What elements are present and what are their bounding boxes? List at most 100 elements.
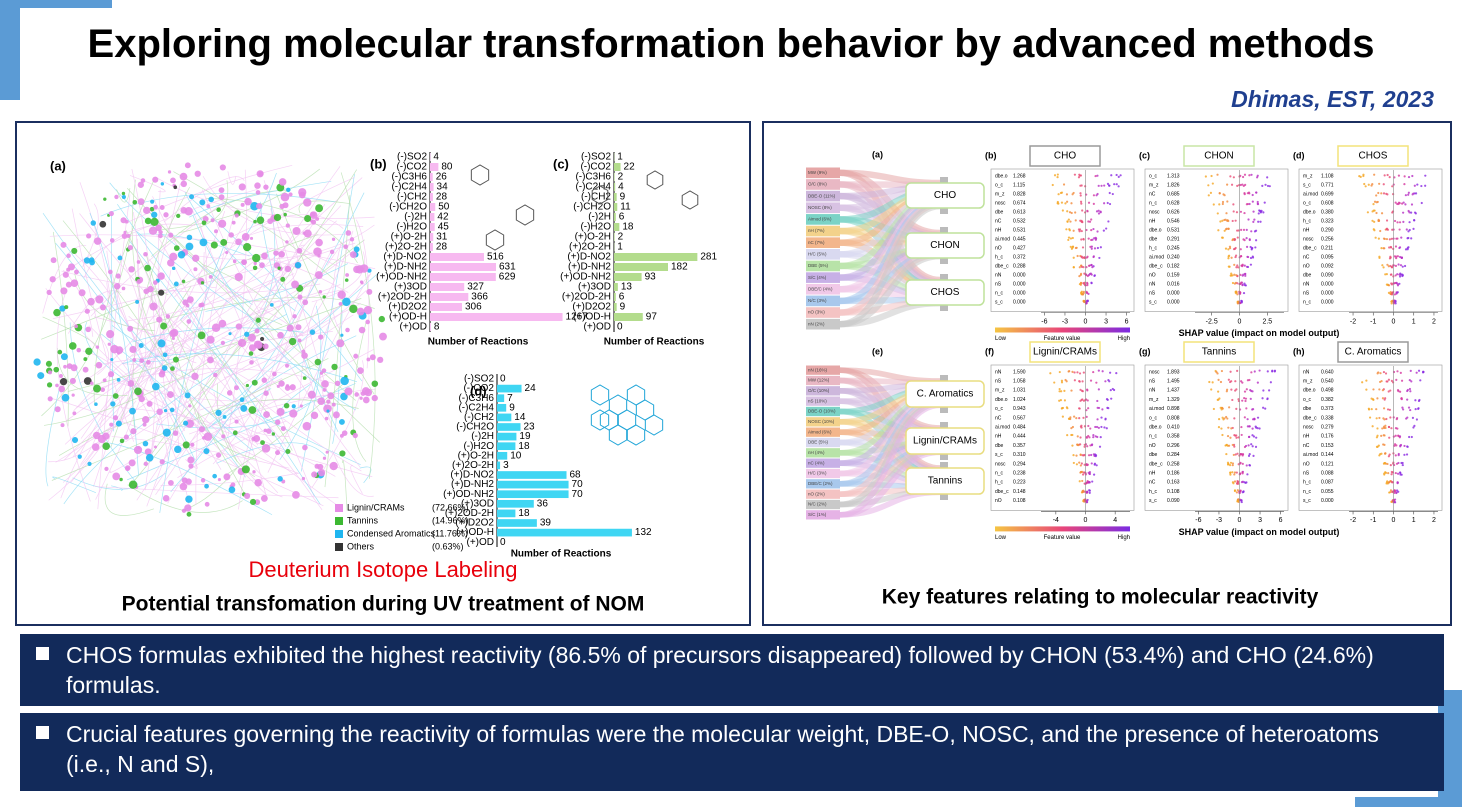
network-node — [71, 436, 79, 444]
feature-importance: 1.268 — [1013, 173, 1026, 179]
feature-importance: 0.000 — [1167, 299, 1180, 305]
network-edge — [154, 218, 356, 401]
shap-dot — [1245, 236, 1248, 240]
shap-dot — [1236, 184, 1239, 187]
feature-importance: 0.358 — [1167, 434, 1180, 440]
feature-name: nC — [995, 415, 1002, 421]
panel-title: C. Aromatics — [1345, 347, 1402, 358]
network-node — [119, 438, 125, 444]
shap-dot — [1117, 185, 1120, 188]
shap-dot — [1400, 398, 1403, 401]
shap-dot — [1097, 209, 1100, 212]
legend-swatch — [335, 504, 343, 512]
shap-dot — [1424, 184, 1427, 187]
shap-dot — [1073, 379, 1076, 382]
bar — [497, 480, 569, 489]
shap-dot — [1092, 473, 1096, 476]
network-node — [150, 199, 155, 204]
feature-importance: 0.828 — [1013, 191, 1026, 197]
legend-label: Condensed Aromatics — [347, 528, 436, 538]
network-node — [138, 395, 145, 403]
network-node — [256, 216, 265, 224]
shap-dot — [1372, 398, 1375, 401]
network-edge — [52, 231, 69, 427]
bar — [614, 263, 668, 271]
network-node — [100, 387, 106, 392]
feature-importance: 0.095 — [1321, 254, 1334, 260]
shap-dot — [1240, 433, 1243, 437]
feature-name: dbe.o — [1149, 227, 1162, 233]
shap-dot — [1235, 266, 1238, 269]
value-label: 327 — [467, 282, 484, 293]
bullet-text: CHOS formulas exhibited the highest reac… — [66, 642, 1374, 698]
network-node — [138, 343, 144, 349]
network-node — [129, 345, 137, 354]
shap-dot — [1079, 192, 1082, 195]
feature-importance: 0.699 — [1321, 191, 1334, 197]
shap-dot — [1389, 480, 1392, 483]
network-node — [283, 402, 290, 409]
shap-dot — [1371, 219, 1374, 222]
shap-dot — [1231, 471, 1234, 474]
network-node — [286, 187, 291, 193]
shap-dot — [1262, 211, 1265, 214]
colorbar-low: Low — [995, 535, 1007, 541]
network-node — [318, 334, 324, 340]
network-node — [302, 376, 307, 380]
shap-dot — [1396, 416, 1399, 420]
network-node — [157, 272, 165, 280]
network-edge — [177, 387, 342, 509]
colorbar-low: Low — [995, 336, 1007, 342]
network-node — [367, 268, 372, 273]
shap-dot — [1096, 246, 1099, 250]
feature-name: m_z — [995, 191, 1005, 197]
shap-dot — [1249, 256, 1253, 260]
network-node — [291, 280, 299, 289]
y-tick-label: (-)SO2 — [464, 374, 494, 385]
shap-dot — [1210, 174, 1213, 178]
network-node — [116, 378, 121, 382]
shap-dot — [1406, 398, 1409, 401]
shap-dot — [1232, 203, 1235, 206]
feature-name: dbe.o — [995, 173, 1008, 179]
network-node — [234, 419, 239, 424]
shap-dot — [1406, 416, 1409, 419]
shap-dot — [1230, 272, 1233, 275]
shap-dot — [1249, 245, 1252, 249]
sankey-feature-block — [806, 307, 840, 318]
network-node — [353, 265, 361, 274]
shap-dot — [1227, 257, 1230, 260]
bar — [497, 509, 516, 518]
shap-dot — [1074, 211, 1077, 214]
network-edge — [298, 300, 318, 408]
network-node — [329, 249, 335, 255]
shap-dot — [1243, 173, 1247, 176]
shap-dot — [1250, 230, 1253, 233]
shap-dot — [1229, 175, 1232, 178]
network-node — [110, 401, 116, 407]
shap-dot — [1070, 211, 1073, 215]
shap-dot — [1072, 461, 1075, 465]
value-label: 6 — [619, 212, 625, 223]
shap-dot — [1209, 191, 1213, 194]
shap-dot — [1058, 390, 1061, 393]
shap-dot — [1223, 194, 1226, 197]
shap-dot — [1085, 256, 1088, 259]
shap-dot — [1395, 489, 1399, 492]
shap-dot — [1395, 378, 1398, 381]
network-edge — [49, 397, 324, 507]
bar — [614, 313, 643, 321]
network-node — [247, 333, 256, 342]
network-node — [235, 238, 242, 246]
feature-name: h_c — [995, 254, 1004, 260]
network-node — [170, 177, 176, 184]
shap-dot — [1090, 245, 1093, 248]
network-node — [78, 289, 86, 297]
network-edge — [45, 390, 60, 487]
value-label: 1 — [617, 152, 623, 163]
feature-importance: 1.329 — [1167, 397, 1180, 403]
shap-dot — [1082, 416, 1085, 419]
feature-importance: 0.294 — [1013, 461, 1026, 467]
network-edge — [65, 303, 239, 422]
feature-name: nS — [1149, 379, 1156, 385]
